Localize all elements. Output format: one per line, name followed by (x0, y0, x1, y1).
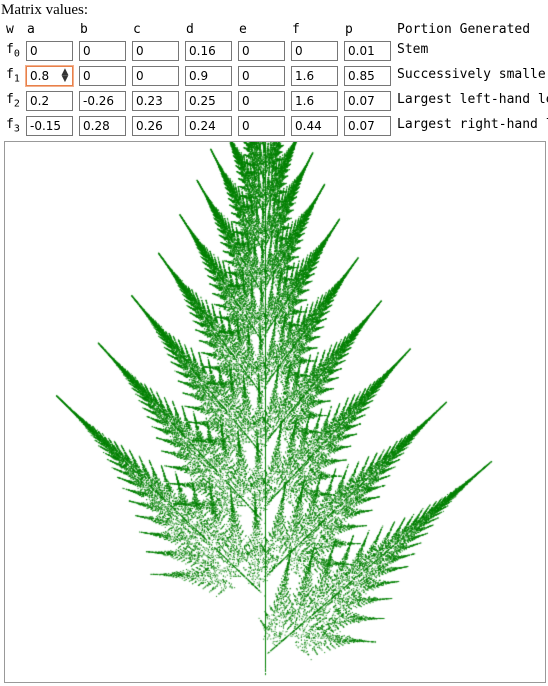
matrix-input-f0-f[interactable] (291, 41, 338, 61)
matrix-values-title: Matrix values: (1, 1, 88, 19)
matrix-input-f3-d[interactable] (185, 116, 232, 136)
matrix-input-f3-b[interactable] (79, 116, 126, 136)
row-label-subscript: 1 (14, 74, 20, 85)
column-header-d: d (186, 22, 194, 37)
matrix-input-f1-f[interactable] (291, 66, 338, 86)
matrix-input-f2-e[interactable] (238, 91, 285, 111)
matrix-input-f1-p[interactable] (344, 66, 391, 86)
column-header-f: f (292, 22, 300, 37)
matrix-input-f1-d[interactable] (185, 66, 232, 86)
matrix-input-f2-b[interactable] (79, 91, 126, 111)
matrix-input-f1-e[interactable] (238, 66, 285, 86)
matrix-input-f0-e[interactable] (238, 41, 285, 61)
fern-canvas (4, 141, 546, 683)
matrix-input-f3-c[interactable] (132, 116, 179, 136)
matrix-input-f3-a[interactable] (26, 116, 73, 136)
matrix-input-f0-c[interactable] (132, 41, 179, 61)
portion-description: Successively smaller leaflets (397, 67, 548, 82)
number-spinner-icon[interactable]: ▲ ▼ (61, 69, 69, 83)
row-label-letter: f (6, 117, 14, 132)
row-label-letter: f (6, 67, 14, 82)
row-label-f0: f0 (6, 42, 20, 60)
matrix-input-f3-f[interactable] (291, 116, 338, 136)
matrix-input-f1-c[interactable] (132, 66, 179, 86)
matrix-input-f2-d[interactable] (185, 91, 232, 111)
column-header-e: e (239, 22, 247, 37)
column-header-a: a (27, 22, 35, 37)
row-label-f1: f1 (6, 67, 20, 85)
matrix-input-f2-c[interactable] (132, 91, 179, 111)
matrix-input-f3-p[interactable] (344, 116, 391, 136)
row-label-letter: f (6, 42, 14, 57)
row-label-subscript: 3 (14, 124, 20, 135)
row-label-f3: f3 (6, 117, 20, 135)
matrix-input-f2-a[interactable] (26, 91, 73, 111)
matrix-input-f1-b[interactable] (79, 66, 126, 86)
portion-description: Largest right-hand leaflet (397, 117, 548, 132)
portion-description: Largest left-hand leaflet (397, 92, 548, 107)
row-label-letter: f (6, 92, 14, 107)
column-header-c: c (133, 22, 141, 37)
matrix-input-f0-p[interactable] (344, 41, 391, 61)
matrix-input-f3-e[interactable] (238, 116, 285, 136)
row-label-f2: f2 (6, 92, 20, 110)
row-label-subscript: 0 (14, 49, 20, 60)
portion-description: Stem (397, 42, 428, 57)
column-header-portion-generated: Portion Generated (397, 22, 530, 37)
column-header-b: b (80, 22, 88, 37)
matrix-input-f0-b[interactable] (79, 41, 126, 61)
column-header-p: p (345, 22, 353, 37)
matrix-input-f0-a[interactable] (26, 41, 73, 61)
matrix-input-f0-d[interactable] (185, 41, 232, 61)
matrix-input-f2-p[interactable] (344, 91, 391, 111)
fern-plot (5, 142, 545, 682)
matrix-input-f2-f[interactable] (291, 91, 338, 111)
row-label-subscript: 2 (14, 99, 20, 110)
column-header-w: w (6, 22, 14, 37)
